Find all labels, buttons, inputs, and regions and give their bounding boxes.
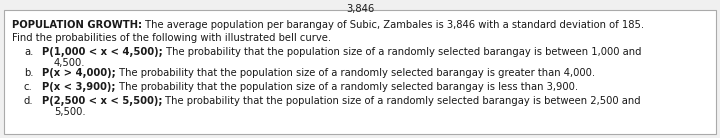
Text: The probability that the population size of a randomly selected barangay is grea: The probability that the population size… <box>116 68 595 78</box>
Text: b.: b. <box>24 68 34 78</box>
Text: The probability that the population size of a randomly selected barangay is betw: The probability that the population size… <box>163 47 642 57</box>
Text: P(x < 3,900);: P(x < 3,900); <box>42 82 115 92</box>
Text: The probability that the population size of a randomly selected barangay is less: The probability that the population size… <box>115 82 577 92</box>
FancyBboxPatch shape <box>4 10 716 134</box>
Text: The average population per barangay of Subic, Zambales is 3,846 with a standard : The average population per barangay of S… <box>142 20 644 30</box>
Text: P(2,500 < x < 5,500);: P(2,500 < x < 5,500); <box>42 96 163 106</box>
Text: 5,500.: 5,500. <box>54 107 86 117</box>
Text: c.: c. <box>24 82 32 92</box>
Text: The probability that the population size of a randomly selected barangay is betw: The probability that the population size… <box>163 96 641 106</box>
Text: 4,500.: 4,500. <box>54 58 86 68</box>
Text: POPULATION GROWTH:: POPULATION GROWTH: <box>12 20 142 30</box>
Text: 3,846: 3,846 <box>346 4 374 14</box>
Text: P(x > 4,000);: P(x > 4,000); <box>42 68 116 78</box>
Text: d.: d. <box>24 96 34 106</box>
Text: a.: a. <box>24 47 33 57</box>
Text: Find the probabilities of the following with illustrated bell curve.: Find the probabilities of the following … <box>12 33 331 43</box>
Text: P(1,000 < x < 4,500);: P(1,000 < x < 4,500); <box>42 47 163 57</box>
